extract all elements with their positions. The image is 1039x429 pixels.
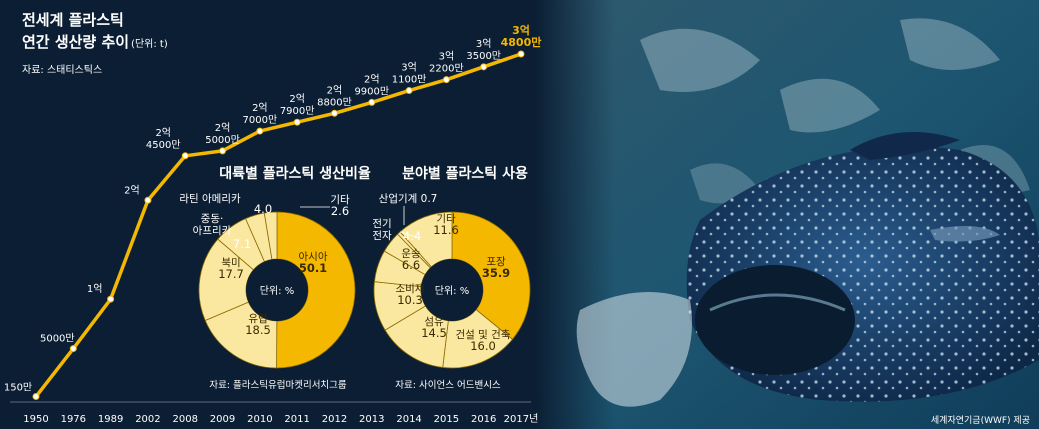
pie-slice-label: 포장 35.9 <box>482 256 510 280</box>
value-label: 2억 4500만 <box>146 127 181 151</box>
x-tick-label: 2008 <box>173 414 198 425</box>
pie-hole <box>421 259 483 321</box>
pie-slice-label: 기타 2.6 <box>330 194 350 218</box>
data-point <box>32 393 40 401</box>
pie-slice-label: 건설 및 건축 16.0 <box>456 329 511 353</box>
pie-slice-label: 운송 6.6 <box>401 248 421 272</box>
pie-slice-label: 기타 11.6 <box>433 213 459 237</box>
pie-hole <box>246 259 308 321</box>
pie-slice-label: 소비재 10.3 <box>396 283 425 307</box>
pie-center-label: 단위: % <box>260 284 294 297</box>
photo-credit: 세계자연기금(WWF) 제공 <box>931 414 1030 426</box>
leader-line <box>399 231 421 239</box>
data-point <box>480 63 488 71</box>
chart-title-line2: 연간 생산량 추이 (단위: t) <box>22 33 168 51</box>
data-point <box>181 152 189 160</box>
pie-center-label: 단위: % <box>435 284 469 297</box>
line-series <box>32 50 525 401</box>
value-label: 3억 4800만 <box>501 24 542 49</box>
x-tick-label: 1989 <box>98 414 123 425</box>
pie1-source: 자료: 플라스틱유럽마켓리서치그룹 <box>209 379 347 391</box>
x-tick-label: 2017년 <box>504 413 539 425</box>
chart-title-main: 연간 생산량 추이 <box>22 33 129 51</box>
x-tick-label: 2014 <box>396 414 421 425</box>
pie-slice-label: 유럽 18.5 <box>245 312 271 337</box>
x-tick-label: 1950 <box>23 414 48 425</box>
x-tick-label: 2009 <box>210 414 235 425</box>
x-tick-label: 2015 <box>434 414 459 425</box>
value-label: 2억 7000만 <box>243 102 278 126</box>
pie-slice-label: 아시아 50.1 <box>299 251 328 275</box>
pie-slice-label: 섬유 14.5 <box>421 316 447 340</box>
pie2-source: 자료: 사이언스 어드밴시스 <box>395 379 501 391</box>
pie-slice-label: 라틴 아메리카4.0 <box>179 193 272 216</box>
value-label: 2억 <box>124 184 140 196</box>
value-label: 3억 3500만 <box>466 38 501 62</box>
x-tick-label: 2016 <box>471 414 496 425</box>
chart-title-unit: (단위: t) <box>131 37 168 50</box>
value-label: 2억 5000만 <box>205 122 240 146</box>
pie-slice-label: 중동· 아프리카7.1 <box>193 213 251 251</box>
chart-title-line1: 전세계 플라스틱 <box>22 11 124 29</box>
data-point <box>442 76 450 84</box>
x-tick-label: 2011 <box>284 414 309 425</box>
data-point <box>219 147 227 155</box>
data-point <box>69 345 77 353</box>
source-statistics: 자료: 스태티스틱스 <box>22 64 102 76</box>
value-label: 150만 <box>4 382 32 394</box>
data-point <box>144 196 152 204</box>
x-axis: 1950 1976 1989 2002 2008 2009 2010 2011 2012 2013… <box>10 401 539 425</box>
production-line-chart: 1950 1976 1989 2002 2008 2009 2010 2011 2012 2013… <box>4 24 542 425</box>
x-tick-label: 2002 <box>135 414 160 425</box>
data-point <box>517 50 525 58</box>
value-label: 2억 8800만 <box>317 84 352 108</box>
value-label: 2억 9900만 <box>354 73 389 97</box>
value-label: 3억 1100만 <box>392 62 427 86</box>
data-point <box>107 295 115 303</box>
continent-pie-chart: 단위: % 아시아 50.1 유럽 18.5 북미 17.7 중동· 아프리카7.1라틴 아메리… <box>179 193 356 369</box>
pie-slice-label: 북미 17.7 <box>218 257 244 281</box>
x-tick-label: 2013 <box>359 414 384 425</box>
plastic-bag <box>576 292 692 407</box>
whale-shark <box>686 132 1039 402</box>
value-label: 1억 <box>87 283 103 295</box>
x-tick-label: 2010 <box>247 414 272 425</box>
series-line <box>34 52 522 398</box>
value-label: 5000만 <box>40 333 75 345</box>
data-point <box>368 98 376 106</box>
sector-pie-chart: 단위: % 포장 35.9 건설 및 건축 16.0 섬유 14.5 소비재 10.3 운송 6.6… <box>372 192 531 369</box>
pie-slice-label: 산업기계 0.7 <box>379 192 438 205</box>
x-tick-label: 1976 <box>61 414 86 425</box>
pie1-title: 대륙별 플라스틱 생산비율 <box>219 165 371 182</box>
pie2-title: 분야별 플라스틱 사용 <box>402 165 528 182</box>
data-point <box>330 109 338 117</box>
x-tick-label: 2012 <box>322 414 347 425</box>
data-point <box>293 118 301 126</box>
data-point <box>256 127 264 135</box>
value-label: 3억 2200만 <box>429 51 464 75</box>
value-label: 2억 7900만 <box>280 93 315 117</box>
data-point <box>405 87 413 95</box>
